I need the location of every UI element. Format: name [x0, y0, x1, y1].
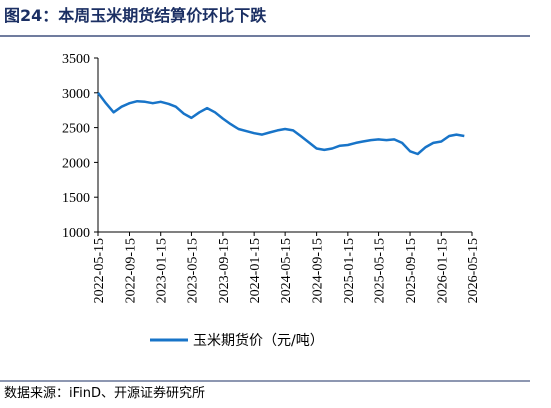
- x-tick-label: 2026-01-15: [435, 238, 450, 303]
- y-tick-label: 2500: [62, 122, 90, 137]
- x-tick-label: 2022-05-15: [92, 238, 107, 303]
- y-tick-label: 1500: [62, 191, 90, 206]
- x-tick-label: 2024-09-15: [311, 238, 326, 303]
- y-tick-label: 2000: [62, 156, 90, 171]
- y-tick-label: 1000: [62, 226, 90, 241]
- x-tick-label: 2023-09-15: [217, 238, 232, 303]
- x-tick-label: 2026-05-15: [466, 238, 481, 303]
- x-tick-label: 2023-05-15: [185, 238, 200, 303]
- y-tick-label: 3500: [62, 52, 90, 67]
- data-line: [97, 92, 465, 156]
- x-tick-label: 2025-09-15: [404, 238, 419, 303]
- y-tick-label: 3000: [62, 87, 90, 102]
- x-tick-label: 2025-05-15: [373, 238, 388, 303]
- chart-title: 图24：本周玉米期货结算价环比下跌: [4, 6, 267, 25]
- legend-label: 玉米期货价（元/吨）: [193, 332, 324, 349]
- source: 数据来源：iFinD、开源证券研究所: [4, 385, 205, 401]
- x-tick-label: 2023-01-15: [155, 238, 170, 303]
- x-tick-label: 2024-05-15: [279, 238, 294, 303]
- x-tick-label: 2024-01-15: [248, 238, 263, 303]
- x-tick-label: 2025-01-15: [342, 238, 357, 303]
- x-tick-label: 2022-09-15: [123, 238, 138, 303]
